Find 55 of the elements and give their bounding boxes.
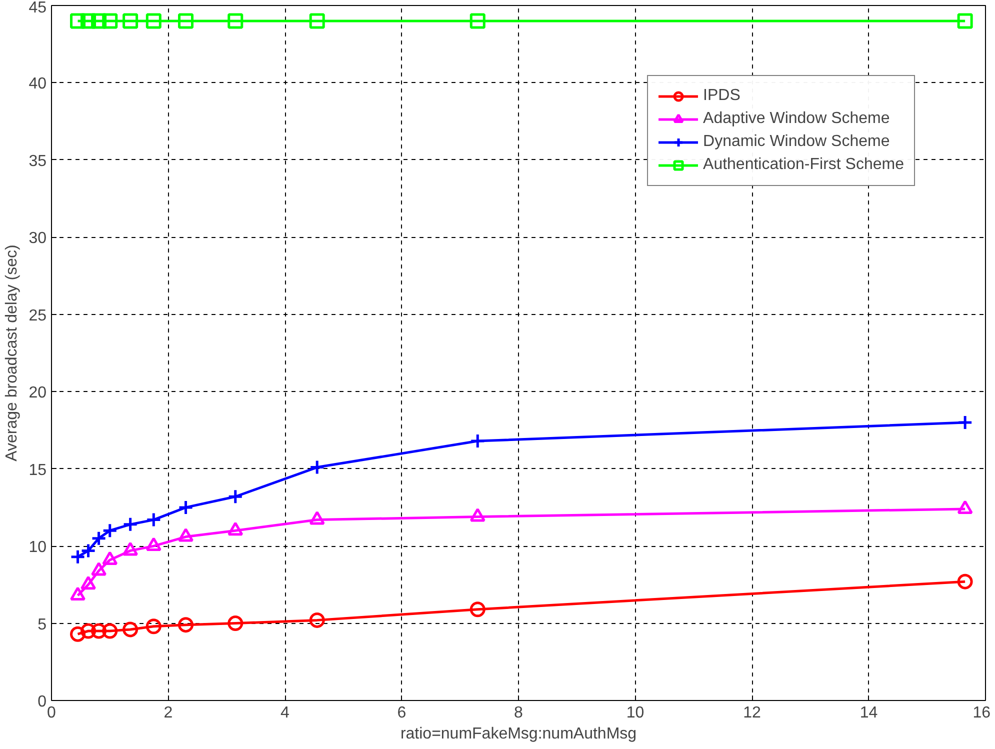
point bbox=[309, 612, 325, 628]
point bbox=[80, 623, 96, 639]
point bbox=[228, 616, 244, 632]
x-tick-label: 16 bbox=[972, 704, 991, 722]
x-tick-label: 8 bbox=[514, 704, 524, 722]
point bbox=[178, 617, 194, 633]
point bbox=[309, 460, 325, 476]
point bbox=[957, 574, 973, 590]
legend-label: Adaptive Window Scheme bbox=[703, 110, 890, 128]
point bbox=[228, 488, 244, 504]
y-tick-label: 45 bbox=[28, 0, 47, 16]
legend-label: Authentication-First Scheme bbox=[703, 156, 904, 174]
y-tick-label: 30 bbox=[28, 230, 47, 248]
point bbox=[146, 618, 162, 634]
point bbox=[470, 13, 486, 29]
x-tick-label: 6 bbox=[397, 704, 406, 722]
y-tick-label: 40 bbox=[28, 76, 47, 93]
point bbox=[70, 626, 86, 642]
point bbox=[91, 530, 107, 546]
point bbox=[122, 622, 138, 638]
x-tick-label: 2 bbox=[164, 704, 173, 722]
point bbox=[470, 602, 486, 618]
point bbox=[122, 516, 138, 532]
point bbox=[178, 500, 194, 516]
x-axis-title: ratio=numFakeMsg:numAuthMsg bbox=[400, 726, 637, 742]
point bbox=[70, 13, 86, 29]
point bbox=[146, 13, 162, 29]
point bbox=[91, 13, 107, 29]
point bbox=[122, 13, 138, 29]
y-tick-label: 20 bbox=[28, 384, 47, 402]
legend-label: IPDS bbox=[703, 87, 740, 105]
point bbox=[178, 13, 194, 29]
point bbox=[102, 13, 118, 29]
y-tick-label: 25 bbox=[28, 307, 47, 324]
point bbox=[91, 623, 107, 639]
point bbox=[957, 414, 973, 430]
y-tick-label: 15 bbox=[28, 462, 47, 479]
legend-label: Dynamic Window Scheme bbox=[703, 133, 890, 151]
point bbox=[957, 13, 973, 29]
point bbox=[102, 522, 118, 538]
point bbox=[309, 13, 325, 29]
point bbox=[102, 623, 118, 639]
point bbox=[470, 433, 486, 449]
x-tick-label: 4 bbox=[280, 704, 290, 722]
y-tick-label: 5 bbox=[38, 616, 47, 634]
point bbox=[80, 13, 96, 29]
point bbox=[228, 13, 244, 29]
y-tick-label: 0 bbox=[38, 694, 47, 710]
y-tick-label: 10 bbox=[28, 539, 47, 556]
x-tick-label: 10 bbox=[626, 704, 644, 722]
y-tick-label: 35 bbox=[28, 152, 47, 170]
point bbox=[146, 512, 162, 528]
x-tick-label: 12 bbox=[743, 704, 761, 722]
y-axis-title: Average broadcast delay (sec) bbox=[4, 244, 21, 462]
x-tick-label: 14 bbox=[860, 704, 878, 722]
